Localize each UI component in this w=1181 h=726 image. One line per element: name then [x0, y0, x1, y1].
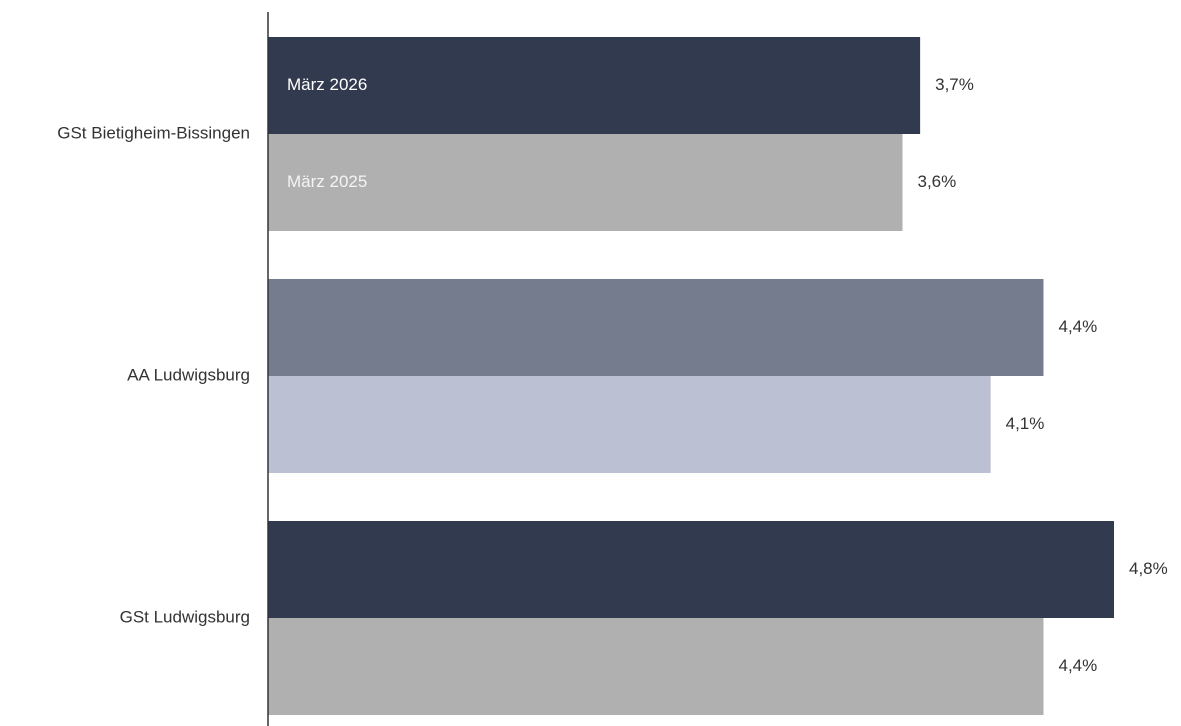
category-label: AA Ludwigsburg	[127, 365, 250, 384]
bar	[268, 618, 1044, 715]
category-label: GSt Bietigheim-Bissingen	[57, 123, 250, 142]
series-label: März 2026	[287, 75, 367, 94]
bar	[268, 134, 903, 231]
value-label: 4,4%	[1059, 656, 1098, 675]
category-label: GSt Ludwigsburg	[120, 607, 250, 626]
value-label: 4,1%	[1006, 414, 1045, 433]
value-label: 4,4%	[1059, 317, 1098, 336]
bar	[268, 521, 1114, 618]
bar	[268, 279, 1044, 376]
value-label: 3,7%	[935, 75, 974, 94]
value-label: 3,6%	[918, 172, 957, 191]
bar	[268, 376, 991, 473]
value-label: 4,8%	[1129, 559, 1168, 578]
series-label: März 2025	[287, 172, 367, 191]
bar	[268, 37, 921, 134]
